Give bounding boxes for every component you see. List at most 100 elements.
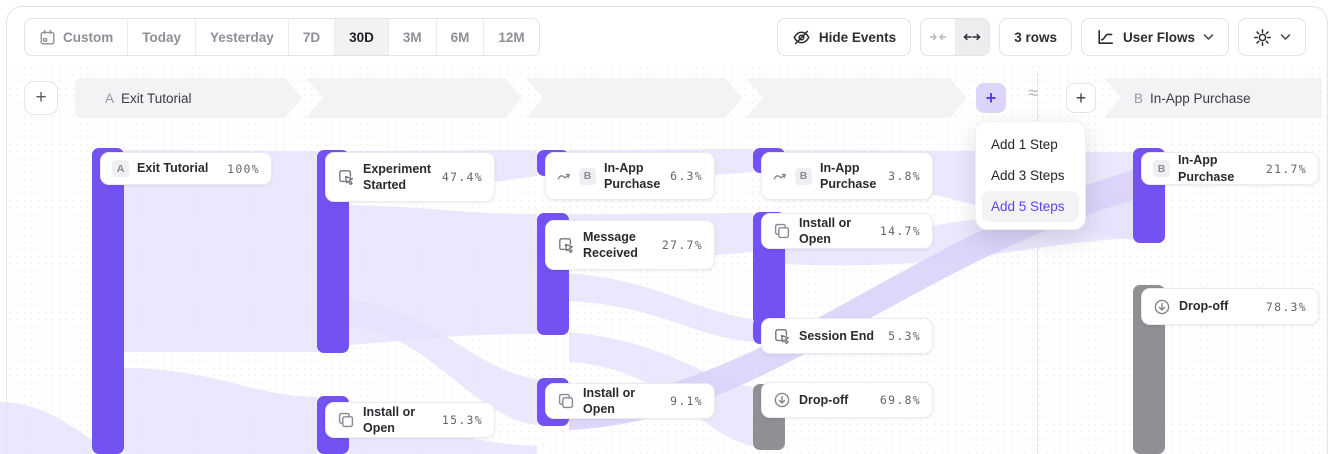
calendar-icon <box>39 29 56 46</box>
section-b-letter: B <box>1134 90 1144 106</box>
hide-events-button[interactable]: Hide Events <box>776 18 912 56</box>
flow-chart-icon <box>1096 28 1115 47</box>
node-label: Drop-off <box>1179 299 1229 314</box>
step-segment-a3[interactable] <box>526 78 742 118</box>
menu-item-label: Add 1 Step <box>991 137 1058 152</box>
node-percent: 47.4% <box>441 170 483 184</box>
node-label: Drop-off <box>799 392 849 407</box>
event-letter-badge: B <box>1153 160 1170 177</box>
add-step-left-button[interactable]: + <box>24 81 58 115</box>
flow-node-install-or-open[interactable]: Install or Open 14.7% <box>761 213 933 249</box>
date-range-7d[interactable]: 7D <box>289 19 336 55</box>
flow-node-message-received[interactable]: Message Received 27.7% <box>545 220 715 270</box>
add-step-white-button[interactable]: + <box>1066 83 1096 113</box>
rows-label: 3 rows <box>1014 29 1057 45</box>
date-range-3m[interactable]: 3M <box>389 19 437 55</box>
event-letter-badge: B <box>579 167 596 185</box>
expand-columns-button[interactable] <box>955 19 990 55</box>
node-percent: 21.7% <box>1265 161 1307 176</box>
date-range-custom[interactable]: Custom <box>25 19 129 55</box>
copy-icon <box>773 222 791 240</box>
chevron-down-icon <box>1203 33 1214 41</box>
add-step-purple-button[interactable]: + <box>976 83 1006 113</box>
step-segment-b1[interactable]: B In-App Purchase <box>1104 78 1322 118</box>
node-percent: 100% <box>227 161 260 176</box>
cursor-click-icon <box>773 327 791 345</box>
copy-icon <box>337 411 355 429</box>
node-percent: 9.1% <box>670 394 703 408</box>
arrows-outward-icon <box>963 28 981 46</box>
event-letter-badge: A <box>112 160 129 177</box>
plus-icon: + <box>35 87 47 108</box>
flow-node-session-end[interactable]: Session End 5.3% <box>761 318 933 354</box>
node-percent: 6.3% <box>670 169 703 183</box>
trend-arrow-icon <box>557 170 571 183</box>
flow-node-drop-off[interactable]: Drop-off 78.3% <box>1141 288 1319 325</box>
node-percent: 69.8% <box>879 393 921 407</box>
section-a-letter: A <box>105 90 115 106</box>
date-range-label: Today <box>142 29 182 45</box>
flow-node-in-app-purchase[interactable]: B In-App Purchase 21.7% <box>1141 152 1319 185</box>
event-letter-badge: B <box>795 167 812 185</box>
node-label: In-App Purchase <box>604 160 661 191</box>
node-label: Install or Open <box>799 215 852 246</box>
chevron-down-icon <box>1280 33 1291 41</box>
date-range-label: 7D <box>302 29 321 45</box>
node-label: In-App Purchase <box>1178 153 1235 184</box>
node-percent: 78.3% <box>1265 299 1307 314</box>
node-percent: 3.8% <box>888 169 921 183</box>
step-segment-a4[interactable] <box>746 78 967 118</box>
menu-item-label: Add 3 Steps <box>991 168 1065 183</box>
node-percent: 14.7% <box>879 224 921 238</box>
section-a-label: Exit Tutorial <box>121 90 192 106</box>
menu-item-label: Add 5 Steps <box>991 199 1065 214</box>
approx-symbol: ≈ <box>1028 83 1039 104</box>
date-range-yesterday[interactable]: Yesterday <box>196 19 289 55</box>
settings-button[interactable] <box>1238 18 1306 56</box>
add-steps-menu: Add 1 Step Add 3 Steps Add 5 Steps <box>975 121 1086 230</box>
copy-icon <box>557 392 575 410</box>
view-selector-label: User Flows <box>1122 29 1195 45</box>
flow-node-install-or-open[interactable]: Install or Open 9.1% <box>545 383 715 419</box>
date-range-label: 3M <box>402 29 422 45</box>
toolbar-right-group: Hide Events <box>776 18 1306 56</box>
menu-item-add-3-steps[interactable]: Add 3 Steps <box>982 160 1079 191</box>
node-label: Experiment Started <box>363 161 432 192</box>
flow-node-experiment-started[interactable]: Experiment Started 47.4% <box>325 152 495 202</box>
date-range-today[interactable]: Today <box>128 19 197 55</box>
plus-icon: + <box>1075 87 1087 108</box>
date-range-6m[interactable]: 6M <box>437 19 485 55</box>
node-label: In-App Purchase <box>820 160 877 191</box>
spacing-toggle <box>920 18 991 56</box>
date-range-label: 30D <box>349 29 374 45</box>
cursor-click-icon <box>557 236 575 254</box>
trend-arrow-icon <box>773 170 787 183</box>
node-label: Message Received <box>583 229 638 260</box>
date-range-label: Yesterday <box>210 29 274 45</box>
date-range-label: 12M <box>498 29 525 45</box>
collapse-columns-button[interactable] <box>921 19 955 55</box>
date-range-30d[interactable]: 30D <box>335 19 389 55</box>
rows-button[interactable]: 3 rows <box>999 18 1072 56</box>
flow-node-drop-off[interactable]: Drop-off 69.8% <box>761 382 933 418</box>
section-a-label-group: A Exit Tutorial <box>75 91 192 106</box>
flow-node-exit-tutorial[interactable]: A Exit Tutorial 100% <box>100 152 272 185</box>
step-segment-a1[interactable]: A Exit Tutorial <box>75 78 302 118</box>
date-range-selector: Custom Today Yesterday 7D 30D 3M 6M 12M <box>24 18 540 56</box>
menu-item-add-1-step[interactable]: Add 1 Step <box>982 129 1079 160</box>
step-segment-a2[interactable] <box>306 78 522 118</box>
flow-node-install-or-open[interactable]: Install or Open 15.3% <box>325 402 495 438</box>
menu-item-add-5-steps[interactable]: Add 5 Steps <box>982 191 1079 222</box>
flow-node-in-app-purchase[interactable]: B In-App Purchase 6.3% <box>545 152 715 200</box>
date-range-12m[interactable]: 12M <box>484 19 538 55</box>
gear-icon <box>1253 28 1272 47</box>
hide-events-label: Hide Events <box>818 29 897 45</box>
cursor-click-icon <box>337 168 355 186</box>
date-range-label: 6M <box>450 29 470 45</box>
flow-header: + A Exit Tutorial + ≈ + B In-App Purchas… <box>0 78 1336 118</box>
flow-node-in-app-purchase[interactable]: B In-App Purchase 3.8% <box>761 152 933 200</box>
view-selector-dropdown[interactable]: User Flows <box>1080 18 1229 56</box>
toolbar: Custom Today Yesterday 7D 30D 3M 6M 12M Hide Ev… <box>0 18 1336 56</box>
node-label: Exit Tutorial <box>137 161 209 176</box>
